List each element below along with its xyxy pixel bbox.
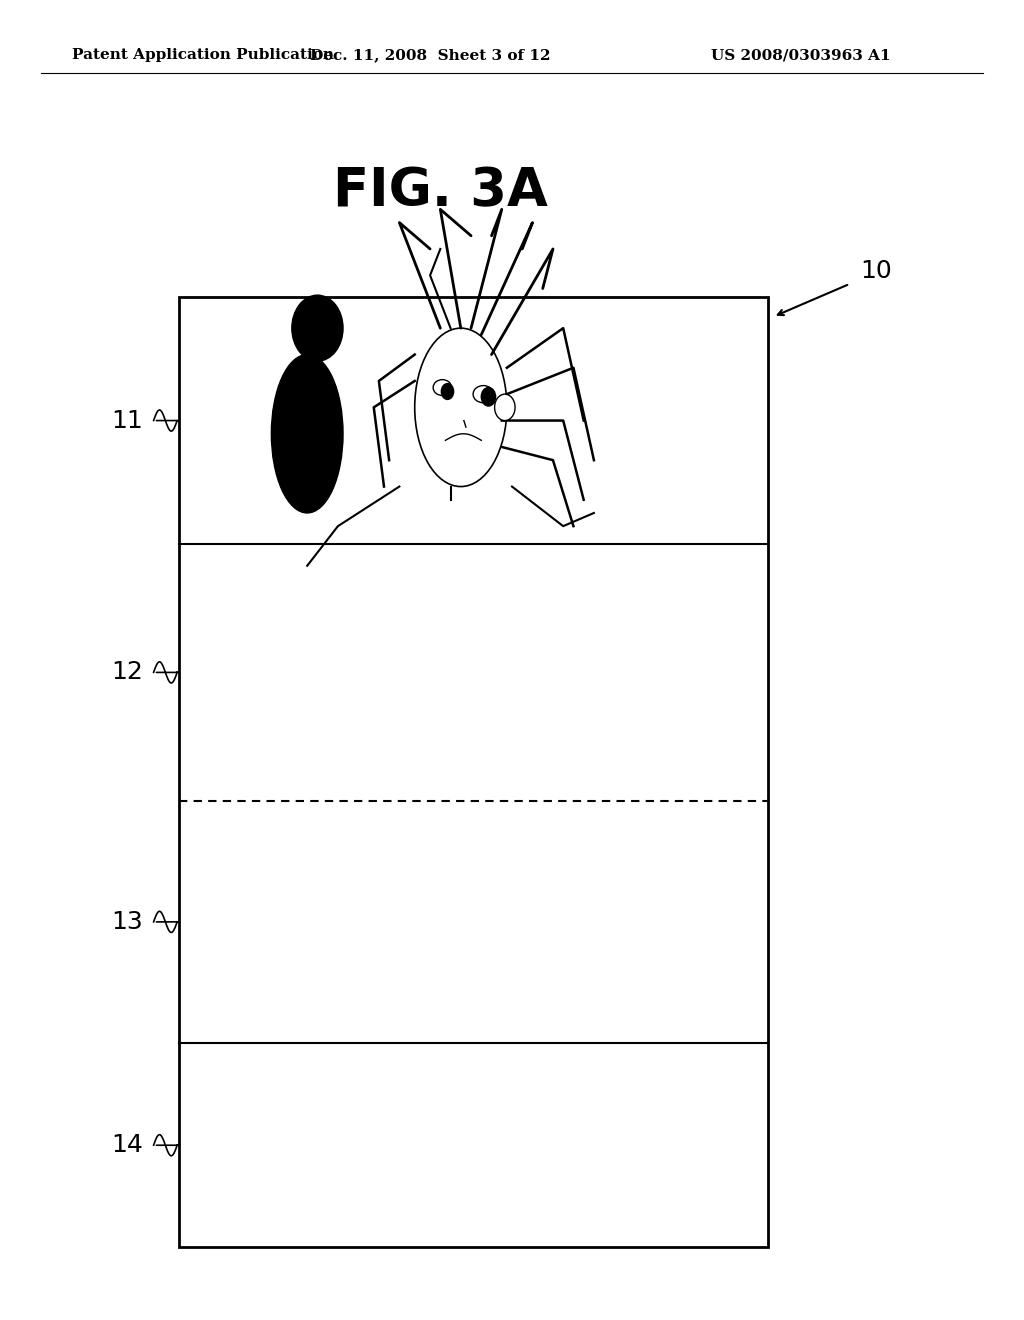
Text: FIG. 3A: FIG. 3A xyxy=(333,165,548,218)
Bar xyxy=(179,297,768,1247)
Text: 11: 11 xyxy=(112,409,143,433)
Text: 14: 14 xyxy=(112,1134,143,1158)
Circle shape xyxy=(481,388,496,407)
Ellipse shape xyxy=(271,355,343,513)
Circle shape xyxy=(292,296,343,362)
Text: 12: 12 xyxy=(112,660,143,684)
Text: 10: 10 xyxy=(860,259,892,282)
Text: US 2008/0303963 A1: US 2008/0303963 A1 xyxy=(712,49,891,62)
Circle shape xyxy=(441,384,454,400)
Text: 13: 13 xyxy=(112,909,143,933)
Circle shape xyxy=(495,395,515,421)
Text: Patent Application Publication: Patent Application Publication xyxy=(72,49,334,62)
Text: Dec. 11, 2008  Sheet 3 of 12: Dec. 11, 2008 Sheet 3 of 12 xyxy=(310,49,550,62)
